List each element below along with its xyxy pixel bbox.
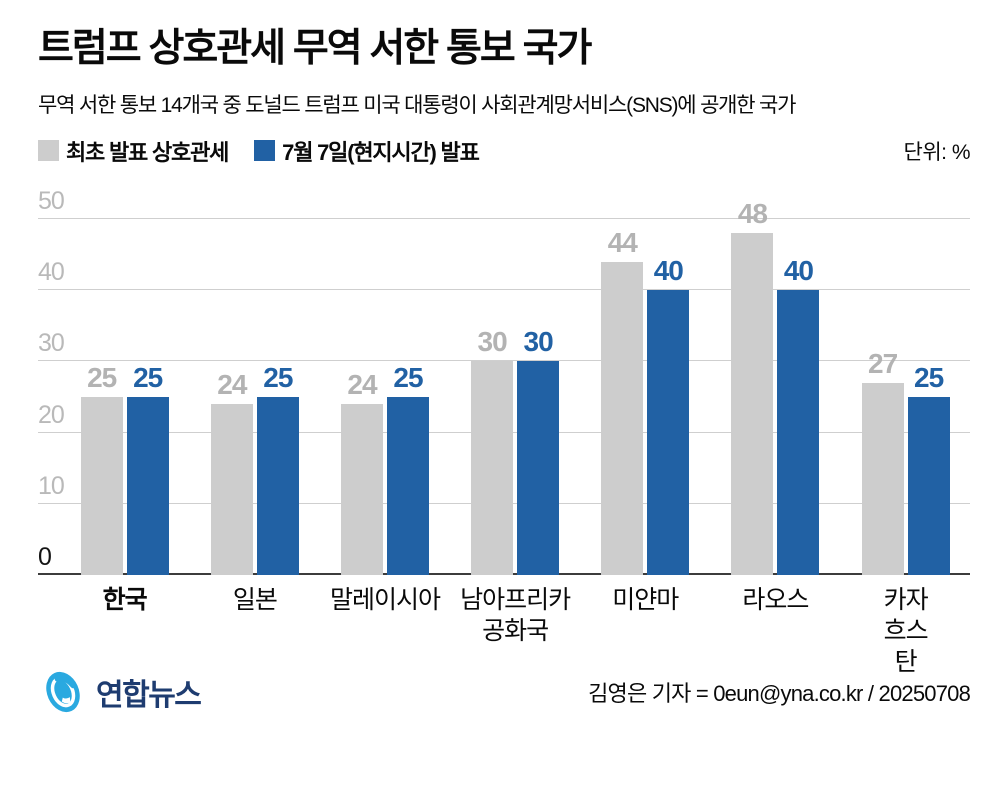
bar-value-label: 25 (133, 361, 163, 393)
bar-series0-cat5: 48 (731, 200, 774, 575)
y-tick-label-40: 40 (38, 258, 65, 287)
brand-name: 연합뉴스 (96, 678, 202, 712)
legend-item-initial: 최초 발표 상호관세 (38, 135, 229, 167)
x-category-label-2: 말레이시아 (329, 585, 441, 614)
bar-series1-cat6: 25 (907, 363, 950, 575)
x-category-label-5: 라오스 (742, 585, 809, 614)
brand: 연합뉴스 (38, 667, 202, 717)
chart-plot: 0 10 20 30 40 50 25 25 24 25 24 25 30 30 44 40 48 40 27 25 (38, 188, 970, 575)
x-category-label-4: 미얀마 (612, 585, 679, 614)
y-tick-label-0: 0 (38, 542, 52, 571)
legend-swatch-blue (254, 140, 276, 162)
bar-value-label: 40 (653, 255, 684, 287)
legend-item-july7: 7월 7일(현지시간) 발표 (254, 135, 480, 167)
y-tick-label-30: 30 (38, 329, 65, 358)
bar-series1-cat3: 30 (517, 328, 560, 575)
bar-value-label: 44 (607, 226, 638, 258)
legend-label: 7월 7일(현지시간) 발표 (282, 139, 480, 165)
bar-group-4: 44 40 (601, 219, 690, 575)
bar-value-label: 30 (477, 326, 508, 358)
bar-value-label: 24 (347, 369, 377, 401)
byline-credit: 김영은 기자 = 0eun@yna.co.kr / 20250708 (588, 680, 971, 706)
subtitle: 무역 서한 통보 14개국 중 도널드 트럼프 미국 대통령이 사회관계망서비스… (38, 93, 797, 117)
bar-group-1: 24 25 (210, 219, 299, 575)
bar-group-2: 24 25 (340, 219, 429, 575)
infographic: 트럼프 상호관세 무역 서한 통보 국가 무역 서한 통보 14개국 중 도널드… (38, 27, 971, 717)
bar-value-label: 27 (868, 347, 898, 379)
x-category-label-3: 남아프리카 공화국 (460, 585, 571, 646)
x-category-label-0: 한국 (102, 585, 148, 614)
bar-value-label: 25 (914, 361, 944, 393)
x-category-label-1: 일본 (232, 585, 278, 614)
gridline-30 (38, 360, 970, 362)
bar-value-label: 25 (263, 361, 293, 393)
bar-series0-cat2: 24 (340, 371, 383, 575)
x-category-label-6: 카자흐스탄 (883, 585, 929, 677)
bar-value-label: 30 (523, 326, 554, 358)
yonhap-logo-icon (38, 667, 88, 717)
bar-group-5: 48 40 (731, 200, 820, 575)
bar-series0-cat0: 25 (80, 363, 123, 575)
bar-value-label: 25 (87, 361, 117, 393)
bar-series0-cat1: 24 (210, 371, 253, 575)
legend-swatch-gray (38, 140, 59, 162)
gridline-40 (38, 289, 970, 291)
bar-series0-cat3: 30 (471, 328, 514, 575)
bar-group-6: 27 25 (861, 219, 950, 575)
y-tick-label-20: 20 (38, 400, 65, 429)
bar-series1-cat4: 40 (647, 257, 690, 575)
y-tick-label-50: 50 (38, 186, 65, 215)
legend-label: 최초 발표 상호관세 (66, 139, 229, 165)
bar-value-label: 25 (393, 361, 423, 393)
x-axis-labels: 한국 일본 말레이시아 남아프리카 공화국 미얀마 라오스 카자흐스탄 (38, 585, 970, 677)
bar-group-3: 30 30 (471, 219, 560, 575)
bar-series1-cat5: 40 (777, 257, 820, 575)
page-title: 트럼프 상호관세 무역 서한 통보 국가 (38, 27, 592, 70)
bar-value-label: 40 (783, 255, 814, 287)
bar-series1-cat0: 25 (126, 363, 169, 575)
bar-series0-cat6: 27 (861, 349, 904, 575)
bar-value-label: 24 (217, 369, 247, 401)
legend: 최초 발표 상호관세 7월 7일(현지시간) 발표 단위: % (38, 135, 971, 167)
y-tick-label-10: 10 (38, 471, 65, 500)
bar-series0-cat4: 44 (601, 228, 644, 575)
unit-label: 단위: % (903, 140, 971, 164)
bar-series1-cat2: 25 (386, 363, 429, 575)
footer: 연합뉴스 김영은 기자 = 0eun@yna.co.kr / 20250708 (38, 667, 971, 717)
bar-group-0: 25 25 (80, 219, 169, 575)
bar-series1-cat1: 25 (256, 363, 299, 575)
bar-value-label: 48 (737, 198, 768, 230)
gridline-50 (38, 217, 970, 219)
